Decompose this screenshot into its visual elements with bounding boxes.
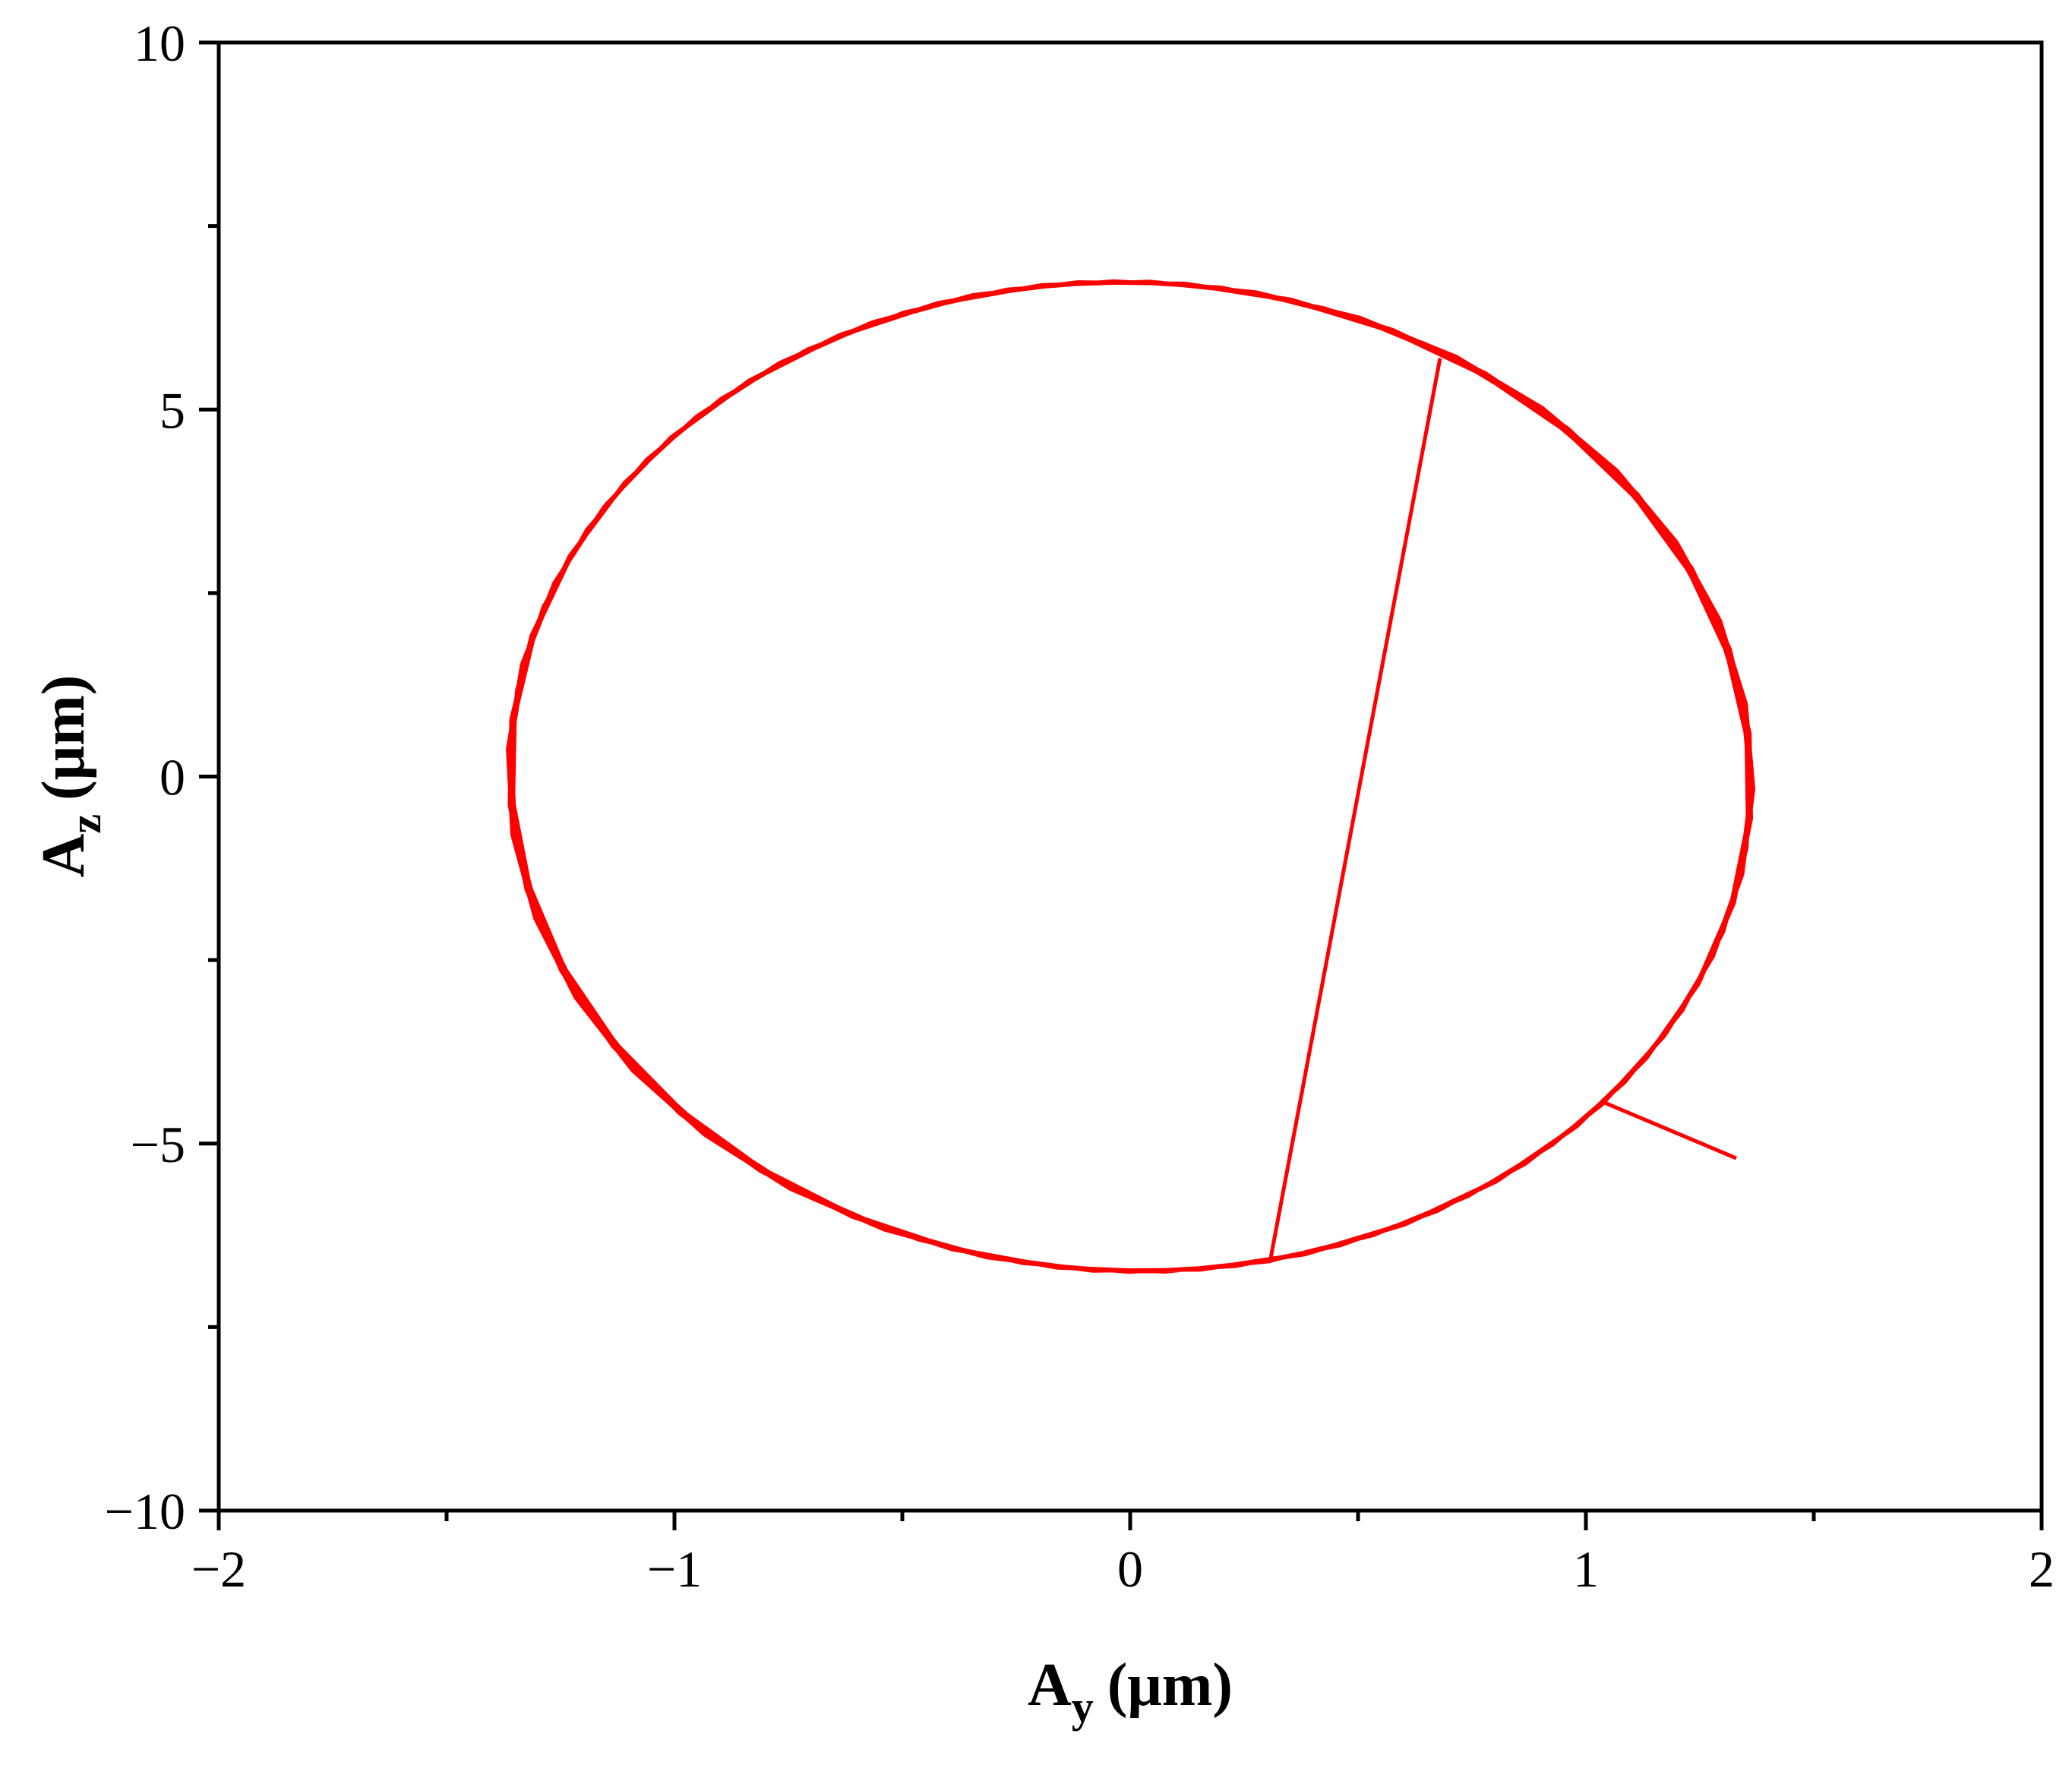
y-axis-title: Az (μm): [30, 675, 110, 878]
x-tick-label: −2: [191, 1540, 246, 1598]
x-axis-ticks: [216, 1511, 2044, 1530]
plot-frame: [216, 40, 2044, 1513]
x-axis-title: Ay (μm): [1028, 1652, 1233, 1732]
y-axis-tick-labels: −10 −5 0 5 10: [105, 14, 185, 1540]
y-tick-label: 10: [134, 14, 185, 72]
x-tick-label: 2: [2029, 1540, 2055, 1598]
y-axis-title-main: A: [30, 833, 97, 877]
y-tick-label: 0: [160, 749, 185, 807]
x-tick-label: −1: [647, 1540, 702, 1598]
x-tick-label: 1: [1573, 1540, 1599, 1598]
x-axis-tick-labels: −2 −1 0 1 2: [191, 1540, 2055, 1598]
series-layer: [506, 279, 1756, 1274]
x-axis-title-subscript: y: [1072, 1682, 1094, 1732]
x-axis-title-unit: (μm): [1107, 1652, 1233, 1719]
y-axis-ticks: [199, 40, 219, 1513]
series-line-0: [506, 279, 1756, 1274]
y-tick-label: −10: [105, 1482, 185, 1540]
y-tick-label: −5: [131, 1116, 185, 1173]
x-tick-label: 0: [1117, 1540, 1143, 1598]
y-tick-label: 5: [160, 381, 185, 439]
y-axis-title-subscript: z: [61, 814, 110, 834]
x-axis-title-main: A: [1028, 1652, 1072, 1719]
y-axis-title-unit: (μm): [30, 675, 97, 800]
